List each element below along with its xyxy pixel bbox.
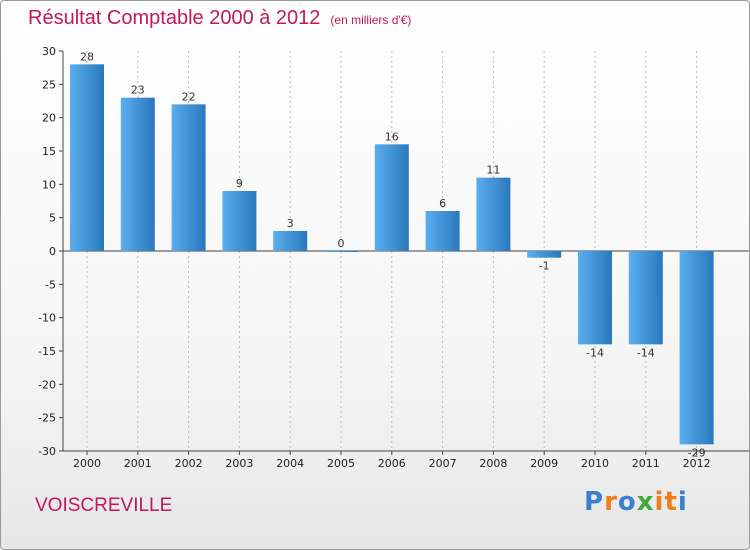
y-tick-label: 25 xyxy=(42,78,56,91)
data-label-2010: -14 xyxy=(586,346,604,359)
x-tick-label: 2005 xyxy=(327,457,355,470)
x-tick-label: 2002 xyxy=(175,457,203,470)
data-label-2003: 9 xyxy=(236,177,243,190)
logo-letter: o xyxy=(617,487,637,517)
y-tick-label: 10 xyxy=(42,178,56,191)
y-tick-label: 0 xyxy=(49,245,56,258)
logo-letter: i xyxy=(677,487,688,517)
y-tick-label: -15 xyxy=(38,345,56,358)
bar-2011 xyxy=(628,251,663,345)
data-label-2011: -14 xyxy=(637,346,655,359)
bar-2007 xyxy=(425,211,460,251)
x-tick-label: 2010 xyxy=(581,457,609,470)
bar-2003 xyxy=(222,191,257,251)
bar-2002 xyxy=(171,104,206,251)
y-tick-label: 15 xyxy=(42,145,56,158)
bar-2008 xyxy=(476,177,511,251)
x-tick-label: 2006 xyxy=(378,457,406,470)
x-tick-label: 2011 xyxy=(632,457,660,470)
y-tick-label: 20 xyxy=(42,112,56,125)
logo-letter: t xyxy=(664,487,678,517)
logo-letter: r xyxy=(604,487,618,517)
x-tick-label: 2003 xyxy=(225,457,253,470)
data-label-2008: 11 xyxy=(486,164,500,177)
data-label-2002: 22 xyxy=(182,90,196,103)
y-tick-label: -25 xyxy=(38,412,56,425)
chart-title: Résultat Comptable 2000 à 2012 (en millie… xyxy=(28,7,411,30)
x-tick-label: 2000 xyxy=(73,457,101,470)
x-tick-label: 2009 xyxy=(530,457,558,470)
logo-letter: P xyxy=(584,487,605,517)
bar-2009 xyxy=(527,251,562,258)
y-tick-label: 5 xyxy=(49,212,56,225)
city-name: VOISCREVILLE xyxy=(35,495,173,516)
data-label-2006: 16 xyxy=(385,130,399,143)
y-tick-label: -5 xyxy=(45,278,56,291)
x-tick-label: 2008 xyxy=(479,457,507,470)
logo-letter: x xyxy=(636,487,655,517)
bar-2001 xyxy=(120,97,155,252)
logo-letter: i xyxy=(654,487,665,517)
bar-2005 xyxy=(324,251,358,252)
proxiti-logo: Proxiti xyxy=(584,487,688,517)
bar-2012 xyxy=(679,251,714,445)
bar-2004 xyxy=(273,231,308,251)
y-tick-label: -20 xyxy=(38,378,56,391)
data-label-2000: 28 xyxy=(80,50,94,63)
bar-2006 xyxy=(374,144,409,251)
title-text: Résultat Comptable 2000 à 2012 xyxy=(28,7,321,29)
bar-2000 xyxy=(70,64,104,251)
x-tick-label: 2012 xyxy=(683,457,711,470)
x-tick-label: 2007 xyxy=(429,457,457,470)
data-label-2009: -1 xyxy=(539,260,550,273)
data-label-2004: 3 xyxy=(287,217,294,230)
chart-subtitle: (en milliers d'€) xyxy=(330,13,412,27)
y-tick-label: 30 xyxy=(42,45,56,58)
data-label-2007: 6 xyxy=(439,197,446,210)
bar-2010 xyxy=(578,251,612,345)
x-tick-label: 2001 xyxy=(124,457,152,470)
x-tick-label: 2004 xyxy=(276,457,304,470)
data-label-2001: 23 xyxy=(131,84,145,97)
y-tick-label: -10 xyxy=(38,312,56,325)
y-tick-label: -30 xyxy=(38,445,56,458)
data-label-2005: 0 xyxy=(338,237,345,250)
